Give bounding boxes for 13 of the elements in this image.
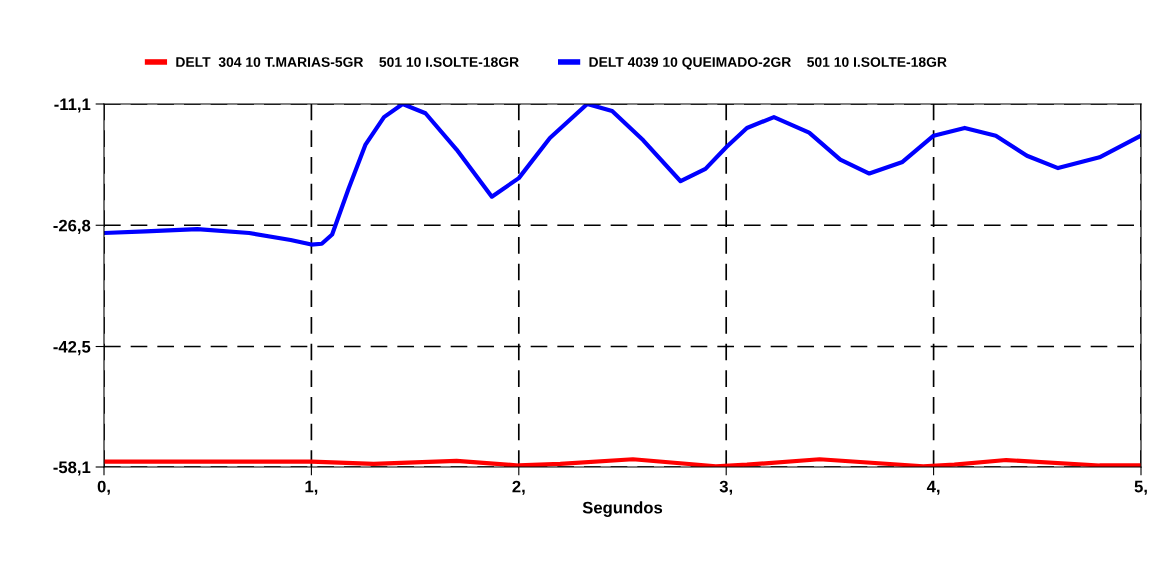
y-tick-label: -26,8 bbox=[53, 219, 91, 234]
x-tick-label: 3, bbox=[719, 480, 733, 495]
x-axis-title: Segundos bbox=[582, 501, 663, 517]
y-tick-label: -11,1 bbox=[54, 98, 91, 113]
legend-label: DELT 304 10 T.MARIAS-5GR 501 10 I.SOLTE-18GR bbox=[176, 57, 519, 67]
x-tick-label: 1, bbox=[305, 480, 318, 495]
x-tick-label: 5, bbox=[1134, 480, 1147, 495]
x-tick-label: 2, bbox=[512, 480, 525, 495]
x-tick-label: 0, bbox=[97, 480, 110, 495]
y-tick-label: -42,5 bbox=[53, 340, 91, 356]
x-tick-label: 4, bbox=[926, 480, 940, 495]
y-tick-label: -58,1 bbox=[53, 461, 91, 476]
legend-label: DELT 4039 10 QUEIMADO-2GR 501 10 I.SOLTE-18GR bbox=[589, 57, 947, 70]
